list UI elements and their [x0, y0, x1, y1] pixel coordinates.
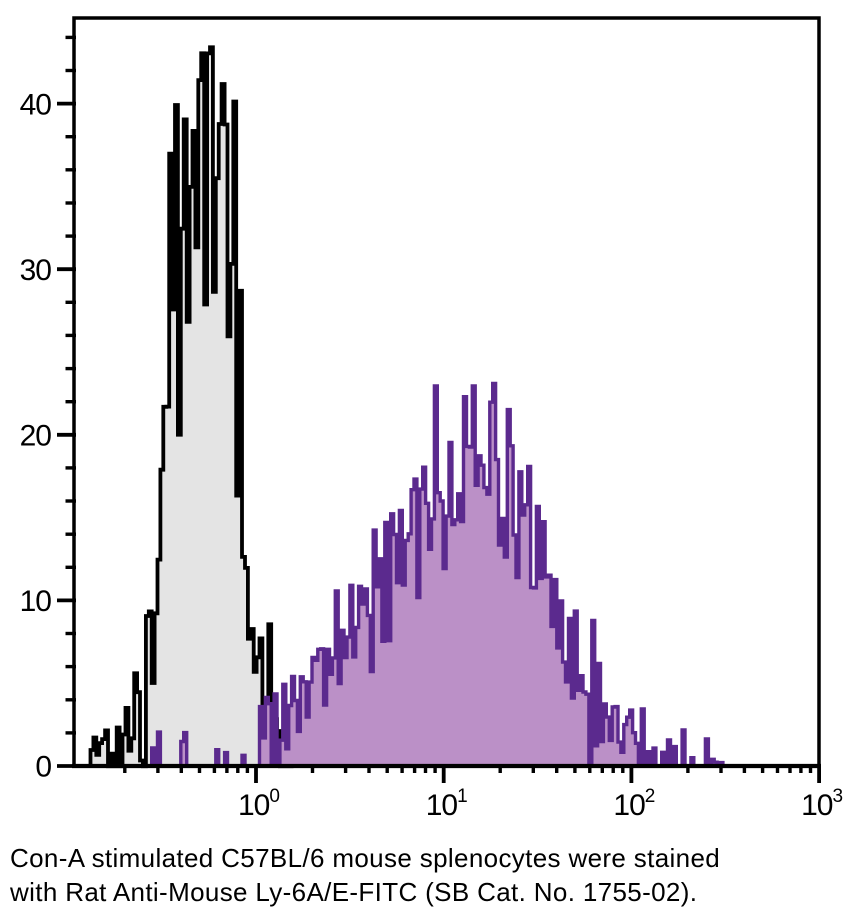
- svg-text:101: 101: [426, 786, 467, 822]
- svg-text:10: 10: [20, 585, 52, 618]
- svg-text:Con-A stimulated C57BL/6 mouse: Con-A stimulated C57BL/6 mouse splenocyt…: [10, 843, 720, 873]
- svg-text:0: 0: [35, 751, 51, 784]
- svg-text:30: 30: [20, 254, 52, 287]
- svg-text:103: 103: [801, 786, 842, 822]
- svg-text:40: 40: [20, 88, 52, 121]
- svg-text:20: 20: [20, 420, 52, 453]
- svg-text:with Rat Anti-Mouse Ly-6A/E-FI: with Rat Anti-Mouse Ly-6A/E-FITC (SB Cat…: [9, 877, 697, 907]
